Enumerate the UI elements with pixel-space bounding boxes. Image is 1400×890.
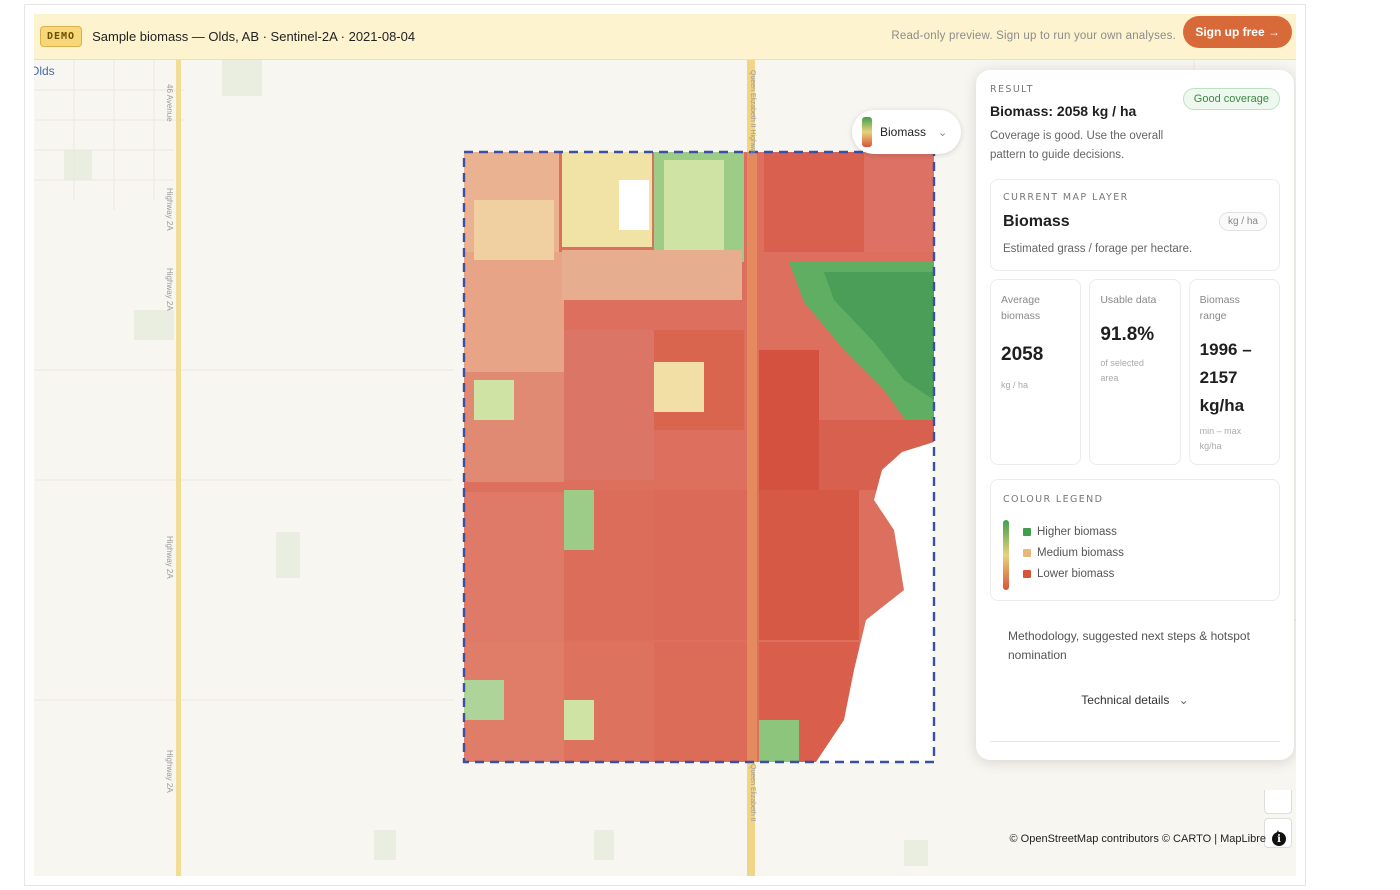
layer-switcher[interactable]: Biomass ⌄ bbox=[852, 110, 962, 154]
stat-usable-data: Usable data 91.8% of selected area bbox=[1089, 279, 1181, 465]
app-window: DEMO Sample biomass — Olds, AB · Sentine… bbox=[34, 14, 1296, 876]
legend-item-medium: Medium biomass bbox=[1023, 547, 1124, 559]
stat-value: 2058 bbox=[1001, 344, 1044, 365]
road-label-hwy-c: Highway 2A bbox=[165, 536, 174, 579]
legend-item-label: Medium biomass bbox=[1037, 547, 1124, 559]
legend-item-low: Lower biomass bbox=[1023, 568, 1114, 580]
zoom-control[interactable] bbox=[1264, 790, 1292, 814]
chevron-down-icon: ⌄ bbox=[938, 126, 948, 139]
legend-item-high: Higher biomass bbox=[1023, 526, 1117, 538]
attribution-text[interactable]: © OpenStreetMap contributors © CARTO | M… bbox=[1009, 833, 1267, 845]
road-label-qe-top: Queen Elizabeth II Highway bbox=[749, 70, 756, 157]
coverage-badge: Good coverage bbox=[1182, 88, 1280, 110]
legend-item-label: Lower biomass bbox=[1037, 568, 1115, 580]
info-icon[interactable]: i bbox=[1272, 832, 1286, 846]
stat-average-biomass: Average biomass 2058 kg / ha bbox=[990, 279, 1082, 465]
demo-banner: DEMO Sample biomass — Olds, AB · Sentine… bbox=[34, 14, 1296, 60]
map-attribution: © OpenStreetMap contributors © CARTO | M… bbox=[1009, 832, 1286, 846]
road-label-hwy-a: Highway 2A bbox=[165, 188, 174, 231]
stat-value: 91.8% bbox=[1100, 324, 1155, 345]
biomass-raster bbox=[464, 152, 934, 762]
panel-divider bbox=[990, 741, 1280, 742]
road-label-qe-bottom: Queen Elizabeth II bbox=[749, 764, 756, 822]
result-description: Coverage is good. Use the overall patter… bbox=[990, 130, 1164, 161]
layer-card-title: Biomass bbox=[1003, 213, 1070, 230]
road-label-hwy-d: Highway 2A bbox=[165, 750, 174, 793]
stat-sub: of selected area bbox=[1100, 358, 1144, 383]
stat-biomass-range: Biomass range 1996 – 2157 kg/ha min – ma… bbox=[1188, 279, 1280, 465]
legend-label: COLOUR LEGEND bbox=[1003, 494, 1104, 505]
result-section-label: RESULT bbox=[990, 84, 1034, 95]
map-canvas[interactable]: Olds 46 Avenue Highway 2A Highway 2A Hig… bbox=[34, 60, 1296, 876]
layer-card-label: CURRENT MAP LAYER bbox=[1003, 192, 1129, 203]
banner-note: Read-only preview. Sign up to run your o… bbox=[891, 30, 1176, 42]
place-label: Olds bbox=[34, 64, 55, 78]
legend-swatch-icon bbox=[1023, 549, 1031, 557]
stat-value: 1996 – 2157 kg/ha bbox=[1199, 340, 1252, 415]
legend-swatch-icon bbox=[1023, 528, 1031, 536]
result-panel: RESULT Good coverage Biomass: 2058 kg / … bbox=[976, 70, 1294, 760]
layer-switch-label: Biomass bbox=[880, 125, 927, 139]
legend-gradient-bar bbox=[1003, 520, 1009, 590]
layer-swatch-icon bbox=[862, 117, 872, 147]
legend-item-label: Higher biomass bbox=[1037, 526, 1117, 538]
layer-card-description: Estimated grass / forage per hectare. bbox=[1003, 243, 1193, 255]
technical-details-label: Technical details bbox=[1081, 693, 1170, 707]
legend-swatch-icon bbox=[1023, 570, 1031, 578]
stat-sub: kg / ha bbox=[1001, 380, 1029, 390]
map-tiles bbox=[34, 60, 1296, 876]
stat-label: Usable data bbox=[1100, 294, 1157, 306]
road-label-hwy-b: Highway 2A bbox=[165, 268, 174, 311]
result-title: Biomass: 2058 kg / ha bbox=[990, 103, 1137, 119]
stat-label: Average biomass bbox=[1001, 294, 1041, 322]
stat-label: Biomass range bbox=[1199, 294, 1240, 322]
sign-up-button[interactable]: Sign up free → bbox=[1183, 16, 1292, 48]
land-patches bbox=[64, 60, 928, 866]
road-label-avenue: 46 Avenue bbox=[165, 84, 174, 122]
demo-badge: DEMO bbox=[40, 26, 83, 47]
stats-row: Average biomass 2058 kg / ha Usable data… bbox=[990, 279, 1280, 465]
colour-legend-card: COLOUR LEGEND Higher biomass Medium biom… bbox=[990, 479, 1280, 601]
methodology-link[interactable]: Methodology, suggested next steps & hots… bbox=[1008, 629, 1250, 662]
banner-title: Sample biomass — Olds, AB · Sentinel-2A … bbox=[92, 29, 416, 44]
technical-details-toggle[interactable]: Technical details ⌄ bbox=[990, 693, 1280, 707]
highway-2a-road bbox=[176, 60, 181, 876]
chevron-down-icon: ⌄ bbox=[1178, 693, 1189, 707]
current-layer-card: CURRENT MAP LAYER Biomass kg / ha Estima… bbox=[990, 179, 1280, 271]
stat-sub: min – max kg/ha bbox=[1199, 426, 1242, 451]
unit-chip: kg / ha bbox=[1218, 212, 1267, 231]
